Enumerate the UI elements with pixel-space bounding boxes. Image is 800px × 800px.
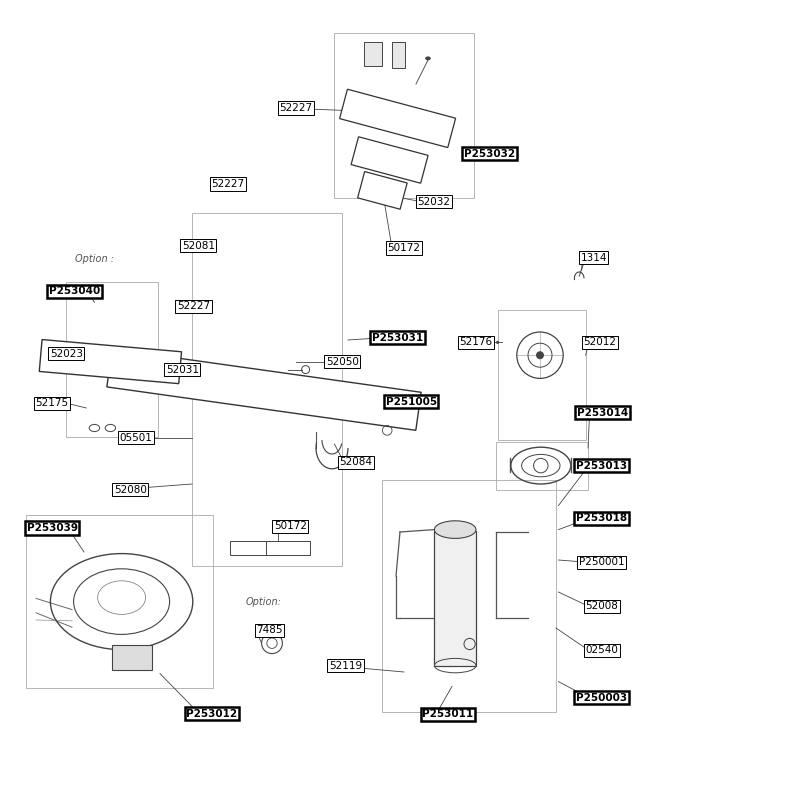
Text: P250001: P250001	[578, 558, 625, 567]
Bar	[192, 213, 342, 566]
Polygon shape	[107, 349, 421, 430]
Text: 52012: 52012	[583, 338, 617, 347]
Text: P253014: P253014	[577, 408, 628, 418]
Text: P253012: P253012	[186, 709, 238, 718]
Text: 52176: 52176	[459, 338, 493, 347]
Text: 52227: 52227	[211, 179, 245, 189]
Text: 52119: 52119	[329, 661, 362, 670]
Bar	[334, 33, 474, 198]
Polygon shape	[339, 90, 456, 147]
Text: 52175: 52175	[35, 398, 69, 408]
Bar	[496, 442, 588, 490]
Polygon shape	[39, 339, 182, 384]
Ellipse shape	[485, 341, 488, 344]
Bar	[112, 645, 152, 670]
Text: 52023: 52023	[50, 349, 83, 358]
Text: 1314: 1314	[580, 253, 607, 262]
Text: 02540: 02540	[585, 646, 618, 655]
Ellipse shape	[490, 341, 494, 344]
Ellipse shape	[536, 351, 544, 359]
Polygon shape	[351, 137, 428, 183]
Text: 05501: 05501	[119, 433, 153, 442]
Text: P251005: P251005	[386, 397, 437, 406]
Text: P253032: P253032	[464, 149, 515, 158]
Bar	[392, 42, 405, 68]
Text: Option :: Option :	[75, 254, 114, 264]
Polygon shape	[358, 171, 407, 210]
Text: P253018: P253018	[576, 514, 627, 523]
Ellipse shape	[426, 56, 430, 60]
Text: Option:: Option:	[246, 597, 282, 606]
Text: 52080: 52080	[114, 485, 147, 494]
Text: P253040: P253040	[49, 286, 100, 296]
Text: 50172: 50172	[387, 243, 421, 253]
Text: P253031: P253031	[372, 333, 423, 342]
Bar	[26, 515, 213, 688]
Polygon shape	[230, 541, 274, 555]
Bar	[382, 480, 556, 712]
Text: 7485: 7485	[256, 626, 283, 635]
Ellipse shape	[496, 341, 499, 344]
Text: P253013: P253013	[576, 461, 627, 470]
Text: 52050: 52050	[326, 357, 359, 366]
Bar	[364, 42, 382, 66]
Ellipse shape	[434, 521, 476, 538]
Bar	[434, 531, 476, 666]
Text: 52032: 52032	[417, 197, 450, 206]
Bar	[66, 282, 158, 437]
Text: 52227: 52227	[279, 103, 313, 113]
Text: P250003: P250003	[576, 693, 627, 702]
Text: 52081: 52081	[182, 241, 215, 250]
Text: 50172: 50172	[274, 522, 307, 531]
Text: 52084: 52084	[339, 458, 373, 467]
Polygon shape	[266, 541, 310, 555]
Bar	[498, 310, 586, 440]
Text: P253011: P253011	[422, 710, 474, 719]
Text: 52008: 52008	[585, 602, 618, 611]
Text: P253039: P253039	[26, 523, 78, 533]
Text: 52227: 52227	[177, 302, 210, 311]
Text: 52031: 52031	[166, 365, 199, 374]
